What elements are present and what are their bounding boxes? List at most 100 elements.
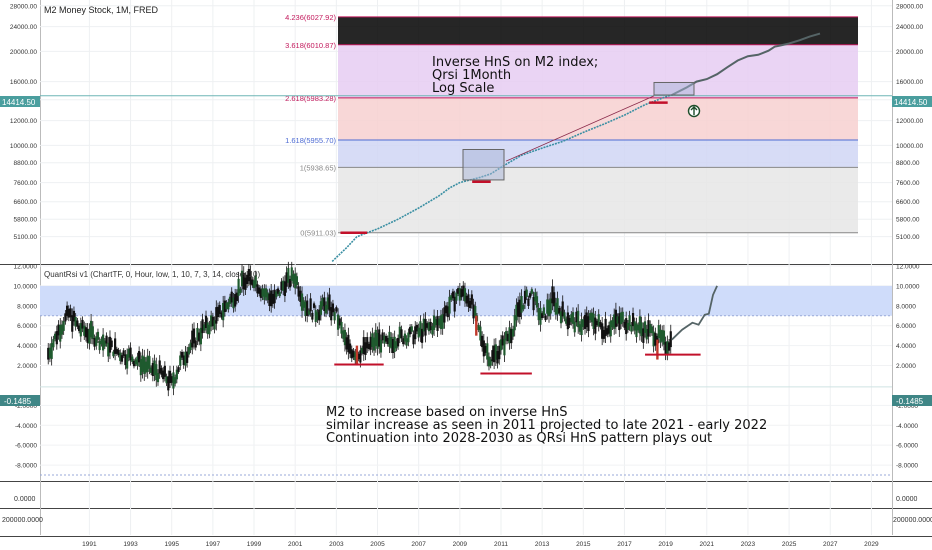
rsi-candle-body (566, 312, 569, 330)
rsi-candle-body (511, 328, 515, 337)
x-tick-label: 1991 (82, 541, 97, 548)
rsi-candle-body (367, 343, 371, 350)
rsi-candle-body (240, 270, 244, 287)
fib-level-label: 0(5911.03) (300, 229, 336, 238)
annotation-top-line-3: Log Scale (432, 81, 494, 96)
rsi-candle-body (326, 297, 329, 310)
rsi-plot (40, 261, 892, 476)
rsi-candle-body (331, 303, 335, 313)
x-tick-label: 2019 (658, 541, 673, 548)
rsi-candle-body (48, 347, 52, 358)
rsi-tick-label-right: -8.0000 (896, 463, 918, 470)
y-tick-label-right: 24000.00 (896, 24, 923, 31)
rsi-candle-body (198, 332, 201, 342)
rsi-candle-body (667, 342, 671, 351)
rsi-candle-body (609, 320, 612, 337)
chart-background (0, 0, 932, 537)
pattern-box-2020 (653, 81, 695, 96)
rsi-candle-body (307, 310, 311, 315)
rsi-candle-body (400, 329, 403, 339)
rsi-candle-body (662, 330, 666, 345)
rsi-candle-body (323, 297, 326, 311)
rsi-candle-body (462, 285, 465, 297)
rsi-candle-body (383, 335, 386, 344)
rsi-candle-body (395, 341, 398, 349)
rsi-candle-body (76, 320, 79, 327)
rsi-candle-body (453, 296, 456, 312)
rsi-tick-label-left: 12.0000 (14, 264, 38, 271)
x-tick-label: 1995 (164, 541, 179, 548)
rsi-candle-body (83, 325, 86, 336)
rsi-badge-right: -0.1485 (892, 395, 932, 406)
rsi-candle-body (211, 316, 214, 327)
fib-band (338, 140, 858, 168)
rsi-candle-body (621, 311, 624, 323)
rsi-candle-body (175, 369, 178, 380)
rsi-candle-body (546, 299, 549, 314)
rsi-candle-body (582, 319, 585, 327)
rsi-tick-label-left: 6.0000 (17, 323, 37, 330)
rsi-candle-body (155, 364, 158, 381)
rsi-candle-body (338, 318, 341, 326)
y-tick-label-left: 16000.00 (10, 79, 37, 86)
rsi-candle-body (655, 335, 659, 342)
rsi-candle-body (138, 351, 141, 363)
rsi-candle-body (523, 290, 527, 304)
rsi-candle-body (174, 377, 177, 384)
rsi-candle-body (654, 332, 657, 346)
rsi-candle-body (640, 322, 643, 337)
rsi-red-candle (656, 339, 659, 360)
rsi-candle-body (180, 351, 184, 358)
rsi-candle-body (450, 295, 453, 300)
rsi-candle-body (369, 336, 372, 350)
rsi-candle-body (371, 333, 374, 348)
rsi-candle-body (481, 335, 484, 348)
rsi-badge-left-text: -0.1485 (4, 397, 32, 406)
rsi-candle-body (669, 331, 672, 348)
rsi-candle-body (458, 288, 461, 301)
annotation-bottom-line-2: similar increase as seen in 2011 project… (326, 418, 767, 433)
rsi-candle-body (443, 307, 446, 323)
rsi-candle-body (386, 337, 389, 345)
rsi-candle-body (597, 314, 600, 327)
rsi-candle-body (333, 311, 336, 321)
rsi-candle-body (179, 355, 182, 366)
rsi-candle-body (314, 310, 317, 322)
rsi-candle-body (172, 372, 175, 389)
rsi-badge-left: -0.1485 (0, 395, 40, 406)
fib-band (338, 97, 858, 141)
rsi-projection-line (671, 285, 718, 341)
price-badge-right-bg (892, 96, 932, 107)
rsi-candle-body (67, 308, 70, 318)
rsi-candle-body (271, 293, 274, 304)
m2-projection-line (671, 32, 821, 96)
rsi-candle-body (143, 356, 146, 374)
rsi-candle-body (578, 324, 581, 332)
rsi-candle-body (405, 338, 408, 346)
y-tick-label-left: 28000.00 (10, 3, 37, 10)
rsi-candle-body (372, 337, 376, 351)
rsi-candle-body (95, 336, 98, 346)
y-tick-label-left: 8800.00 (14, 160, 38, 167)
price-badge-left-text: 14414.50 (2, 98, 36, 107)
rsi-candle-body (556, 298, 559, 315)
rsi-candle-body (587, 316, 590, 332)
fib-band (338, 44, 858, 98)
up-arrow-icon-glyph (690, 106, 698, 115)
rsi-candle-body (570, 314, 573, 323)
rsi-candle-body (239, 288, 242, 294)
rsi-candle-body (162, 370, 165, 380)
rsi-candle-body (158, 360, 161, 374)
rsi-candle-body (292, 274, 295, 284)
rsi-candle-body (510, 328, 513, 344)
y-tick-label-right: 12000.00 (896, 118, 923, 125)
y-tick-label-right: 5100.00 (896, 234, 920, 241)
rsi-candle-body (487, 356, 491, 367)
projection-connector (505, 95, 655, 162)
rsi-candle-body (532, 297, 535, 311)
rsi-candles (47, 261, 672, 397)
rsi-candle-body (132, 360, 136, 367)
rsi-candle-body (335, 307, 338, 312)
rsi-candle-body (324, 304, 328, 314)
